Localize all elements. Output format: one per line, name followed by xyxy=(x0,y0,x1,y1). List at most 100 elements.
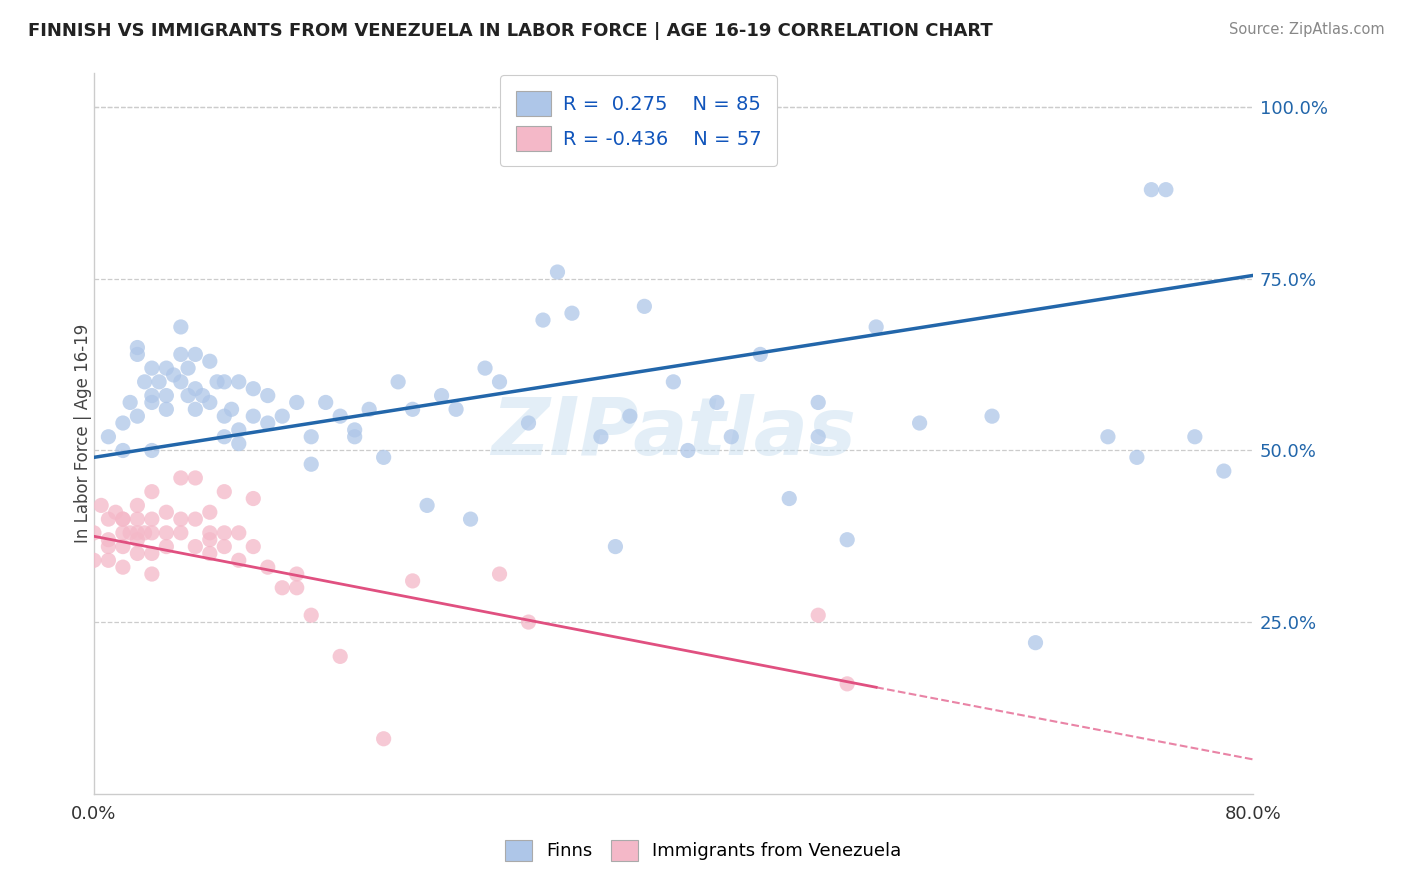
Point xyxy=(127,409,149,424)
Point xyxy=(517,615,540,629)
Point xyxy=(359,402,381,417)
Point xyxy=(141,361,163,376)
Point xyxy=(749,347,772,361)
Point xyxy=(111,512,134,526)
Point xyxy=(343,423,366,437)
Point xyxy=(155,540,177,554)
Point xyxy=(104,505,127,519)
Point xyxy=(127,341,149,355)
Point xyxy=(111,416,134,430)
Point xyxy=(214,484,236,499)
Point xyxy=(242,491,264,506)
Point xyxy=(198,546,221,560)
Point xyxy=(134,525,156,540)
Point xyxy=(111,443,134,458)
Point xyxy=(589,430,612,444)
Point xyxy=(177,388,200,402)
Point xyxy=(837,533,859,547)
Point xyxy=(488,567,510,582)
Point xyxy=(198,354,221,368)
Point xyxy=(170,375,193,389)
Point xyxy=(155,402,177,417)
Text: FINNISH VS IMMIGRANTS FROM VENEZUELA IN LABOR FORCE | AGE 16-19 CORRELATION CHAR: FINNISH VS IMMIGRANTS FROM VENEZUELA IN … xyxy=(28,22,993,40)
Point xyxy=(141,525,163,540)
Point xyxy=(517,416,540,430)
Point xyxy=(1212,464,1234,478)
Point xyxy=(256,388,278,402)
Point xyxy=(127,512,149,526)
Point xyxy=(444,402,467,417)
Point xyxy=(155,361,177,376)
Point xyxy=(299,430,322,444)
Point xyxy=(256,416,278,430)
Legend: R =  0.275    N = 85, R = -0.436    N = 57: R = 0.275 N = 85, R = -0.436 N = 57 xyxy=(501,76,776,166)
Point xyxy=(706,395,728,409)
Y-axis label: In Labor Force | Age 16-19: In Labor Force | Age 16-19 xyxy=(75,324,91,543)
Point xyxy=(214,430,236,444)
Point xyxy=(214,409,236,424)
Point xyxy=(127,533,149,547)
Point xyxy=(111,560,134,574)
Point xyxy=(401,402,423,417)
Point xyxy=(1184,430,1206,444)
Point xyxy=(837,677,859,691)
Point xyxy=(662,375,685,389)
Point xyxy=(474,361,496,376)
Point xyxy=(561,306,583,320)
Point xyxy=(401,574,423,588)
Point xyxy=(1024,635,1046,649)
Point xyxy=(155,388,177,402)
Point xyxy=(228,423,250,437)
Point xyxy=(127,499,149,513)
Point xyxy=(633,299,655,313)
Point xyxy=(430,388,453,402)
Point xyxy=(134,375,156,389)
Point xyxy=(205,375,228,389)
Point xyxy=(1140,183,1163,197)
Point xyxy=(198,533,221,547)
Point xyxy=(184,540,207,554)
Point xyxy=(141,443,163,458)
Point xyxy=(329,409,352,424)
Point xyxy=(90,499,112,513)
Point xyxy=(127,347,149,361)
Point xyxy=(676,443,699,458)
Point xyxy=(97,430,120,444)
Point xyxy=(148,375,170,389)
Point xyxy=(865,320,887,334)
Point xyxy=(111,525,134,540)
Point xyxy=(242,382,264,396)
Point xyxy=(214,540,236,554)
Point xyxy=(228,375,250,389)
Point xyxy=(387,375,409,389)
Point xyxy=(191,388,214,402)
Point xyxy=(111,540,134,554)
Point xyxy=(228,553,250,567)
Point xyxy=(299,608,322,623)
Point xyxy=(120,525,142,540)
Point xyxy=(214,375,236,389)
Legend: Finns, Immigrants from Venezuela: Finns, Immigrants from Venezuela xyxy=(496,830,910,870)
Point xyxy=(1097,430,1119,444)
Point xyxy=(170,525,193,540)
Point xyxy=(97,540,120,554)
Point xyxy=(184,347,207,361)
Point xyxy=(271,581,294,595)
Point xyxy=(141,567,163,582)
Point xyxy=(170,347,193,361)
Point xyxy=(184,512,207,526)
Point xyxy=(1154,183,1177,197)
Point xyxy=(97,553,120,567)
Point xyxy=(285,395,308,409)
Point xyxy=(177,361,200,376)
Point xyxy=(256,560,278,574)
Point xyxy=(198,395,221,409)
Point xyxy=(315,395,337,409)
Point xyxy=(184,471,207,485)
Point xyxy=(531,313,554,327)
Point xyxy=(155,505,177,519)
Point xyxy=(546,265,568,279)
Point xyxy=(198,505,221,519)
Point xyxy=(285,567,308,582)
Point xyxy=(778,491,800,506)
